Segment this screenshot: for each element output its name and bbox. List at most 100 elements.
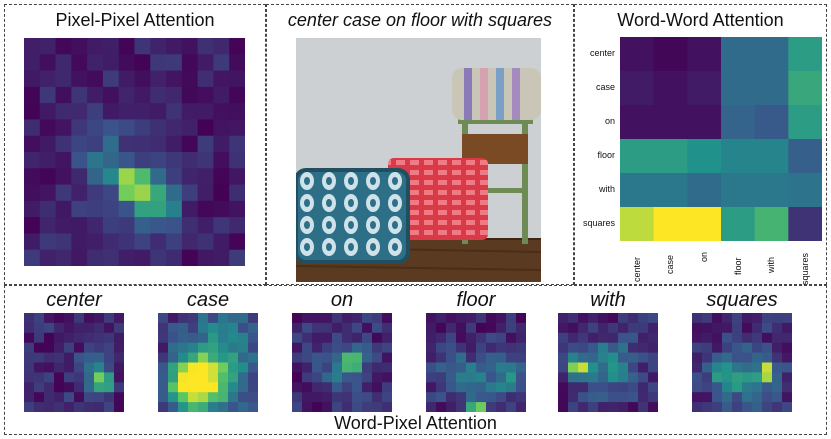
attention-cell [426,322,437,334]
attention-cell [102,38,120,55]
ww-cell [653,105,688,140]
attention-cell [208,392,219,403]
attention-cell [229,184,245,202]
attention-cell [39,168,57,186]
attention-cell [118,119,135,137]
attention-cell [94,313,105,324]
attention-cell [55,38,72,55]
attention-cell [598,402,609,412]
attention-cell [218,352,229,363]
attention-cell [692,372,703,383]
attention-cell [87,200,104,218]
attention-cell [181,200,199,218]
attention-cell [114,402,124,412]
attention-cell [692,352,703,363]
attention-cell [456,332,467,344]
attention-cell [722,402,733,412]
attention-cell [312,332,323,344]
attention-cell [382,402,392,412]
attention-cell [229,103,245,120]
attention-cell [168,362,179,373]
ww-cell [653,37,688,72]
attention-cell [446,372,457,383]
attention-cell [362,382,373,393]
attention-cell [608,362,619,373]
attention-cell [382,392,392,403]
attention-cell [742,332,753,344]
attention-cell [302,392,313,403]
attention-cell [426,332,437,344]
attention-cell [456,382,467,393]
attention-cell [213,86,230,104]
attention-cell [568,382,579,393]
attention-cell [618,352,629,363]
attention-cell [722,313,733,324]
word-pixel-label-center: center [46,289,102,311]
attention-cell [692,382,703,393]
attention-cell [208,352,219,363]
attention-cell [578,392,589,403]
attention-cell [312,313,323,324]
attention-cell [598,322,609,334]
attention-cell [436,372,447,383]
attention-cell [34,322,45,334]
attention-cell [87,38,104,55]
attention-cell [84,332,95,344]
attention-cell [166,119,183,137]
attention-cell [104,342,115,354]
attention-cell [598,342,609,354]
attention-cell [198,362,209,373]
attention-cell [228,402,239,412]
attention-cell [446,322,457,334]
ww-xlabel-squares: squares [800,252,810,285]
attention-cell [150,103,167,120]
attention-cell [118,233,135,251]
attention-cell [102,168,120,186]
word-pixel-heatmap-floor [426,313,526,412]
attention-cell [332,362,343,373]
attention-cell [55,54,72,72]
attention-cell [568,362,579,373]
attention-cell [292,372,303,383]
ww-cell [721,37,756,72]
attention-cell [24,382,35,393]
attention-cell [158,392,169,403]
attention-cell [486,362,497,373]
attention-cell [150,217,167,234]
attention-cell [166,233,183,251]
attention-cell [150,119,167,137]
ww-cell [754,139,789,174]
attention-cell [628,382,639,393]
attention-cell [436,322,447,334]
attention-cell [181,168,199,186]
attention-cell [134,249,151,266]
attention-cell [24,233,41,251]
attention-cell [208,402,219,412]
attention-cell [772,342,783,354]
attention-cell [446,392,457,403]
attention-cell [229,38,245,55]
attention-cell [372,322,383,334]
attention-cell [39,103,57,120]
attention-cell [648,342,658,354]
attention-cell [382,382,392,393]
attention-cell [64,332,75,344]
attention-cell [104,382,115,393]
attention-cell [588,313,599,324]
attention-cell [702,372,713,383]
attention-cell [134,217,151,234]
attention-cell [712,402,723,412]
attention-cell [516,362,526,373]
attention-cell [118,135,135,153]
attention-cell [342,372,353,383]
attention-cell [197,233,214,251]
attention-cell [558,332,569,344]
attention-cell [782,362,792,373]
attention-cell [456,392,467,403]
attention-cell [516,382,526,393]
attention-cell [598,392,609,403]
attention-cell [648,352,658,363]
attention-cell [352,313,363,324]
attention-cell [102,103,120,120]
word-pixel-label-case: case [186,289,230,311]
